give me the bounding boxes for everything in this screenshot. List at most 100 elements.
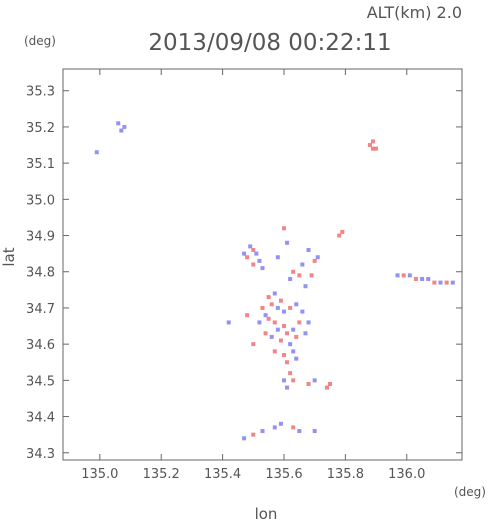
y-tick-label: 34.3	[26, 447, 55, 462]
data-point	[116, 121, 121, 126]
data-point	[119, 128, 124, 133]
x-axis-title: lon	[255, 505, 278, 521]
data-point	[260, 429, 265, 434]
data-point	[281, 353, 286, 358]
plot-frame	[62, 68, 463, 461]
x-tick-label: 135.0	[81, 467, 118, 482]
data-point	[294, 302, 299, 307]
data-point	[269, 302, 274, 307]
data-point	[291, 425, 296, 430]
data-point	[300, 262, 305, 267]
data-point	[257, 258, 262, 263]
data-point	[266, 295, 271, 300]
data-point	[288, 371, 293, 376]
y-axis-title: lat	[0, 247, 18, 266]
data-point	[226, 320, 231, 325]
data-point	[288, 276, 293, 281]
data-point	[285, 331, 290, 336]
data-point	[401, 273, 406, 278]
data-point	[450, 280, 455, 285]
data-point	[395, 273, 400, 278]
data-point	[294, 356, 299, 361]
data-marks	[94, 121, 455, 441]
y-tick-label: 34.9	[26, 230, 55, 245]
data-point	[275, 255, 280, 260]
y-tick-label: 34.7	[26, 302, 55, 317]
y-tick-label: 34.8	[26, 266, 55, 281]
data-point	[438, 280, 443, 285]
data-point	[288, 342, 293, 347]
data-point	[275, 327, 280, 332]
chart-title: 2013/09/08 00:22:11	[148, 30, 391, 56]
data-point	[254, 251, 259, 256]
data-point	[432, 280, 437, 285]
data-point	[278, 298, 283, 303]
data-point	[444, 280, 449, 285]
data-point	[251, 432, 256, 437]
data-point	[426, 276, 431, 281]
data-point	[263, 313, 268, 318]
data-point	[278, 338, 283, 343]
y-unit-label: (deg)	[24, 34, 56, 48]
data-point	[291, 349, 296, 354]
x-tick-label: 135.2	[143, 467, 180, 482]
data-point	[315, 255, 320, 260]
data-point	[337, 233, 342, 238]
data-point	[324, 385, 329, 390]
data-point	[288, 305, 293, 310]
y-tick-label: 35.2	[26, 121, 55, 136]
data-point	[281, 378, 286, 383]
data-point	[281, 309, 286, 314]
data-point	[300, 309, 305, 314]
data-point	[272, 291, 277, 296]
data-point	[291, 327, 296, 332]
x-tick-label: 135.8	[327, 467, 364, 482]
data-point	[328, 381, 333, 386]
data-point	[297, 320, 302, 325]
data-point	[309, 273, 314, 278]
x-unit-label: (deg)	[454, 485, 486, 499]
data-point	[285, 385, 290, 390]
data-point	[303, 331, 308, 336]
data-point	[260, 266, 265, 271]
data-point	[407, 273, 412, 278]
data-point	[367, 143, 372, 148]
y-tick-label: 35.3	[26, 85, 55, 100]
data-point	[303, 284, 308, 289]
x-tick-label: 135.4	[204, 467, 241, 482]
data-point	[269, 334, 274, 339]
data-point	[420, 276, 425, 281]
data-point	[370, 146, 375, 151]
data-point	[245, 313, 250, 318]
data-point	[272, 425, 277, 430]
y-tick-label: 34.4	[26, 411, 55, 426]
data-point	[291, 378, 296, 383]
y-tick-label: 34.6	[26, 338, 55, 353]
data-point	[285, 360, 290, 365]
data-point	[263, 331, 268, 336]
data-point	[248, 244, 253, 249]
data-point	[413, 276, 418, 281]
data-point	[297, 273, 302, 278]
data-point	[374, 146, 379, 151]
x-tick-label: 136.0	[388, 467, 425, 482]
data-point	[278, 421, 283, 426]
data-point	[245, 255, 250, 260]
y-tick-label: 34.5	[26, 374, 55, 389]
data-point	[94, 150, 99, 155]
data-point	[275, 305, 280, 310]
data-point	[294, 334, 299, 339]
data-point	[251, 342, 256, 347]
data-point	[306, 248, 311, 253]
data-point	[251, 262, 256, 267]
data-point	[340, 229, 345, 234]
y-tick-label: 35.1	[26, 157, 55, 172]
data-point	[251, 248, 256, 253]
data-point	[266, 316, 271, 321]
data-point	[281, 324, 286, 329]
data-point	[370, 139, 375, 144]
data-point	[297, 429, 302, 434]
y-tick-label: 35.0	[26, 193, 55, 208]
data-point	[312, 429, 317, 434]
